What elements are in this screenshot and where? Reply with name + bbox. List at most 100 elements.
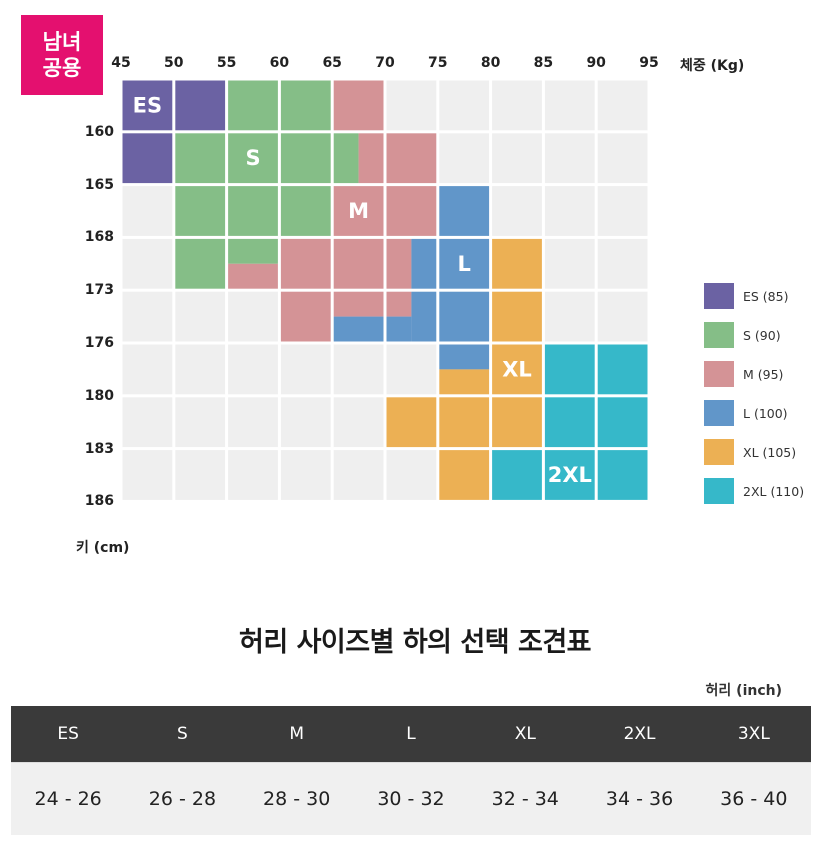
size-region-l [437, 184, 491, 238]
grid-cell [121, 290, 174, 343]
grid-cell [490, 79, 544, 132]
size-region-l [437, 343, 491, 370]
grid-cell [226, 448, 280, 502]
grid-line-horizontal [119, 447, 651, 451]
region-label-xl: XL [502, 357, 532, 381]
legend-item: ES (85) [704, 283, 804, 309]
legend-label: S (90) [743, 327, 781, 343]
size-region-m [332, 79, 385, 132]
grid-cell [543, 184, 597, 238]
table-header-cell: S [177, 724, 188, 744]
height-tick-label: 186 [84, 493, 114, 510]
size-region-xl [490, 290, 544, 343]
size-chart: ES S M L XL 2XL [119, 77, 651, 503]
region-label-s: S [245, 146, 260, 170]
region-label-2xl: 2XL [548, 463, 592, 487]
legend-item: L (100) [704, 400, 804, 426]
height-tick-label: 160 [84, 123, 114, 140]
grid-cell [543, 237, 597, 291]
size-region-m [279, 237, 412, 291]
legend-swatch [704, 400, 734, 426]
region-label-l: L [458, 252, 471, 276]
size-region-s [173, 237, 227, 291]
table-value-cell: 28 - 30 [263, 788, 331, 810]
grid-cell [596, 131, 649, 185]
grid-cell [385, 79, 438, 132]
table-header-cell: M [289, 724, 305, 744]
grid-cell [332, 448, 385, 502]
grid-line-horizontal [119, 183, 651, 187]
legend-label: XL (105) [743, 444, 797, 460]
grid-cell [121, 395, 174, 449]
grid-line-horizontal [119, 130, 651, 134]
weight-tick-label: 85 [533, 55, 554, 71]
grid-line-horizontal [119, 499, 651, 503]
size-region-xl [437, 448, 491, 502]
legend-item: 2XL (110) [704, 478, 804, 504]
grid-line-horizontal [119, 77, 651, 81]
grid-cell [385, 448, 438, 502]
size-region-s [226, 237, 280, 264]
legend-label: ES (85) [743, 288, 789, 304]
grid-cell [596, 237, 649, 291]
size-region-l [411, 237, 491, 291]
grid-line-horizontal [119, 341, 651, 345]
size-region-s [173, 184, 333, 238]
grid-cell [332, 395, 385, 449]
size-region-xl [490, 343, 544, 396]
table-value-cell: 30 - 32 [377, 788, 445, 810]
legend-label: M (95) [743, 366, 784, 382]
weight-tick-label: 80 [480, 55, 501, 71]
grid-line-horizontal [119, 288, 651, 292]
legend-swatch [704, 478, 734, 504]
legend-item: M (95) [704, 361, 804, 387]
size-region-es [173, 79, 227, 132]
table-header-cell: L [406, 724, 416, 744]
weight-tick-label: 50 [164, 55, 184, 71]
waist-table-row: 24 - 26 26 - 28 28 - 30 30 - 32 32 - 34 34 - … [11, 762, 811, 835]
size-region-2xl [490, 448, 649, 502]
grid-cell [121, 237, 174, 291]
grid-cell [437, 131, 491, 185]
table-value-cell: 26 - 28 [148, 788, 217, 810]
size-region-l [332, 316, 412, 343]
grid-cell [543, 131, 597, 185]
grid-cell [121, 184, 174, 238]
size-legend: ES (85) S (90) M (95) L (100) XL (105) 2XL (1… [704, 283, 804, 517]
height-tick-label: 168 [84, 229, 114, 246]
legend-swatch [704, 361, 734, 387]
table-value-cell: 36 - 40 [720, 788, 788, 810]
grid-cell [279, 448, 333, 502]
grid-cell [543, 290, 597, 343]
legend-label: 2XL (110) [743, 483, 805, 499]
size-region-xl [437, 369, 491, 396]
grid-cell [596, 184, 649, 238]
grid-cell [490, 184, 544, 238]
grid-cell [596, 290, 649, 343]
badge-line-1: 남녀 [42, 30, 82, 54]
legend-swatch [704, 439, 734, 465]
badge-line-2: 공용 [42, 56, 82, 80]
region-label-es: ES [133, 93, 162, 117]
grid-cell [332, 343, 385, 396]
grid-cell [437, 79, 491, 132]
grid-cell [596, 79, 649, 132]
waist-table-title: 허리 사이즈별 하의 선택 조견표 [238, 627, 592, 658]
region-label-m: M [348, 199, 369, 223]
weight-tick-label: 45 [111, 55, 131, 71]
weight-tick-label: 90 [586, 55, 606, 71]
table-header-cell: ES [57, 724, 79, 744]
grid-cell [121, 448, 174, 502]
size-region-xl [490, 237, 544, 291]
grid-cell [226, 290, 280, 343]
height-tick-label: 183 [84, 440, 114, 457]
waist-table-header: ES S M L XL 2XL 3XL [11, 706, 811, 762]
waist-size-table: ES S M L XL 2XL 3XL 24 - 26 26 - 28 28 - 30 30 - … [11, 706, 811, 835]
grid-line-horizontal [119, 235, 651, 239]
grid-cell [121, 343, 174, 396]
legend-label: L (100) [743, 405, 788, 421]
legend-swatch [704, 322, 734, 348]
height-axis-title: 키 (cm) [76, 540, 130, 556]
height-tick-label: 180 [84, 387, 114, 404]
grid-cell [279, 343, 333, 396]
